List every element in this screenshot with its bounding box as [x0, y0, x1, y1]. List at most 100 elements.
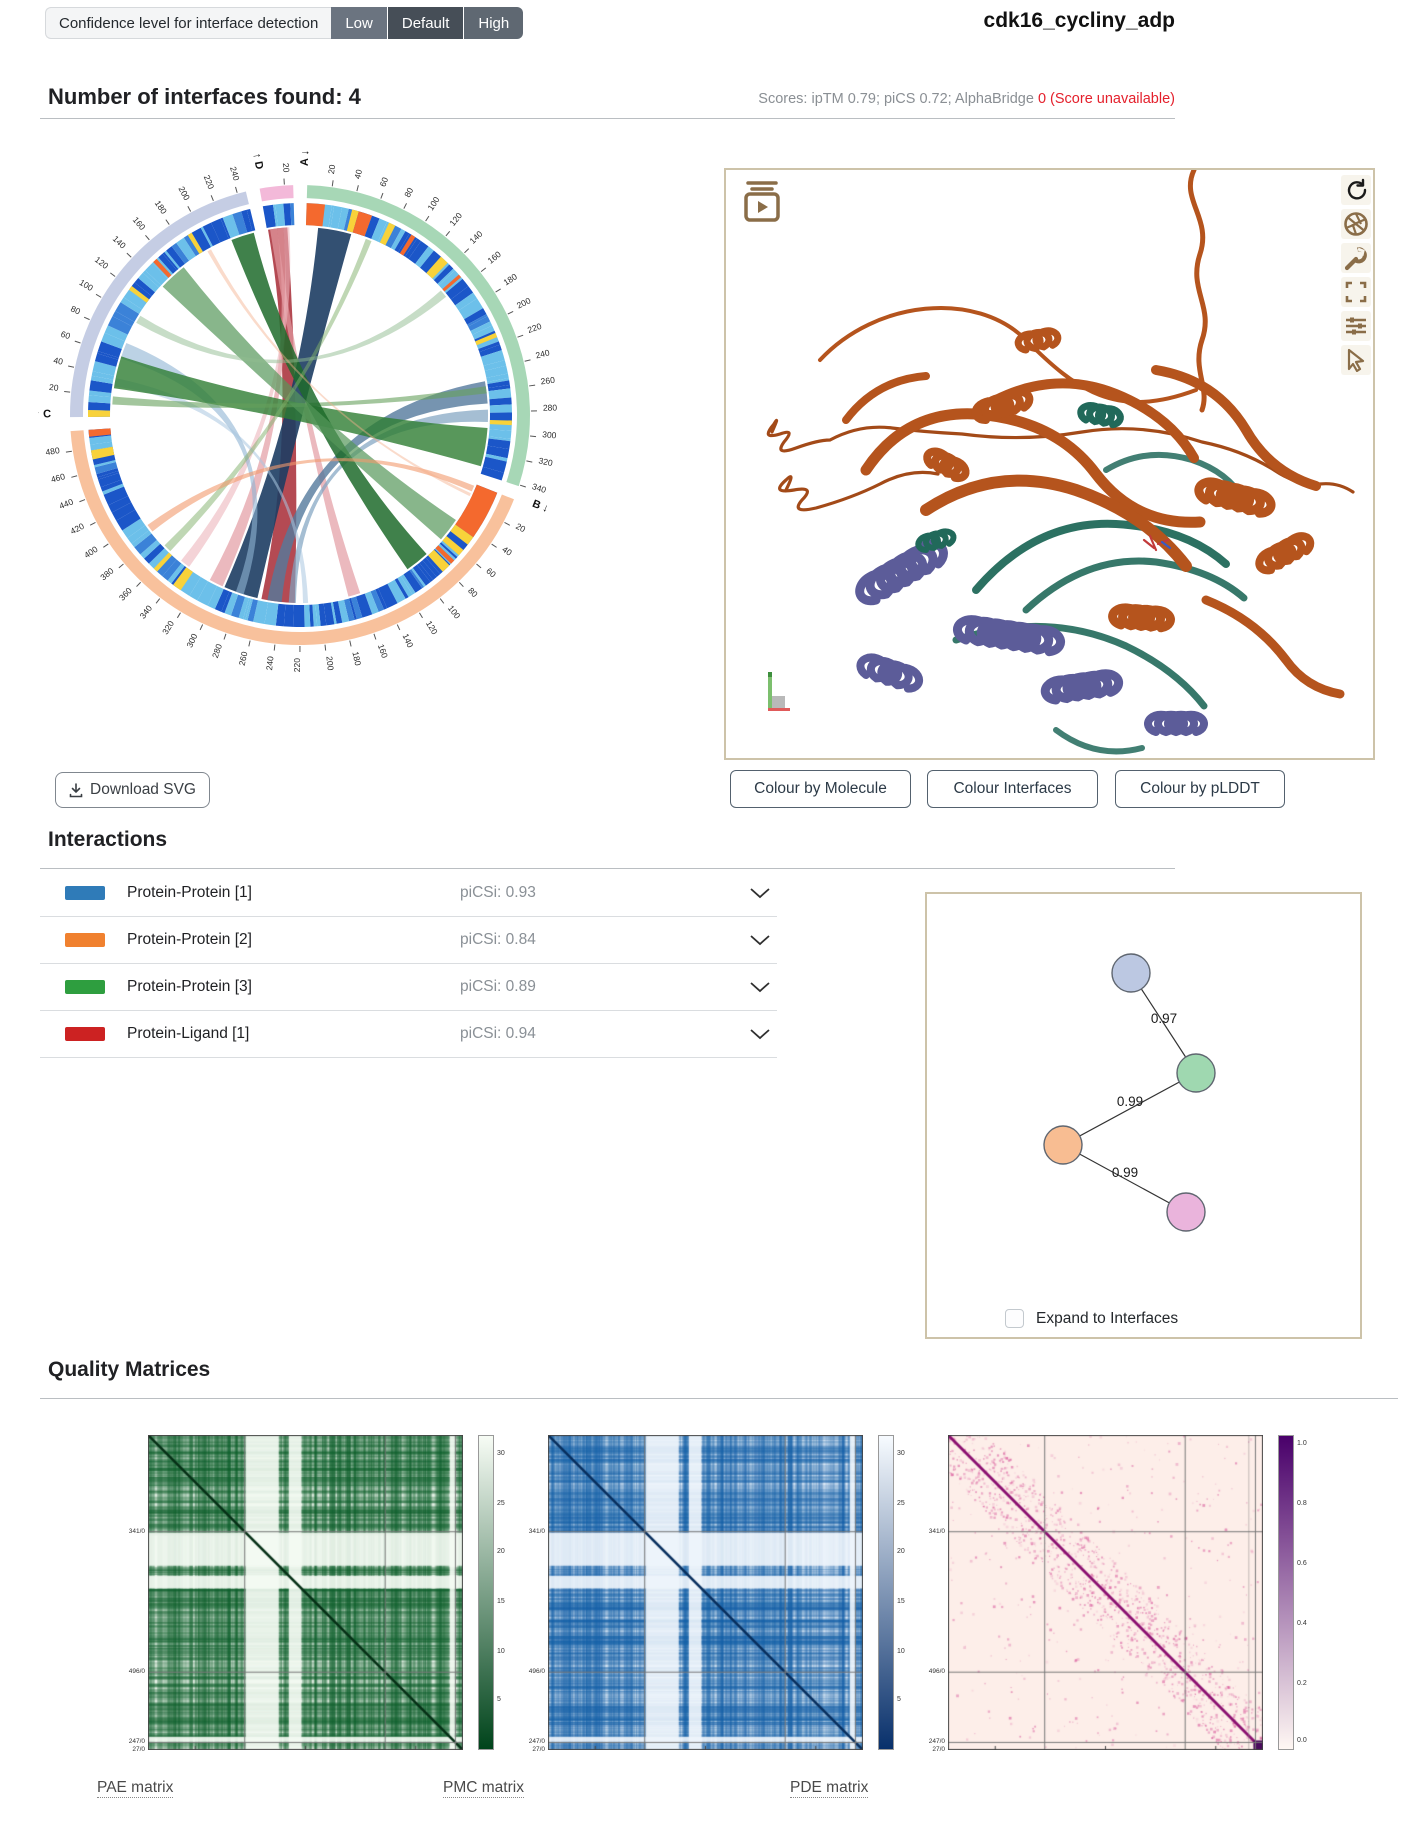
chain-graph-panel: 0.97 0.99 0.99 Expand to Interfaces — [925, 892, 1362, 1339]
circos-chord[interactable] — [120, 343, 258, 595]
circos-chord[interactable] — [270, 228, 361, 597]
reset-camera-icon[interactable] — [1341, 175, 1371, 205]
matrix-axis-label: 27/0 — [932, 1746, 945, 1753]
circos-chord[interactable] — [162, 267, 456, 540]
circos-arc — [166, 246, 185, 268]
circos-tick-label: 300 — [184, 632, 199, 649]
chevron-down-icon[interactable] — [749, 934, 771, 946]
circos-arc — [330, 205, 343, 229]
ribbon-path — [1160, 540, 1172, 550]
download-svg-label: Download SVG — [90, 781, 196, 798]
structure-viewer-panel[interactable] — [724, 168, 1375, 760]
pae-matrix-link[interactable]: PAE matrix — [97, 1779, 174, 1798]
circos-chain-label: ↑ C — [38, 408, 51, 420]
protein-structure[interactable] — [726, 170, 1373, 758]
interaction-row[interactable]: Protein-Protein [3] piCSi: 0.89 — [40, 963, 777, 1011]
circos-tick — [491, 543, 497, 548]
colorbar-tick-label: 20 — [497, 1547, 505, 1555]
snapshot-panel-icon[interactable] — [742, 180, 782, 224]
colorbar-tick-label: 15 — [897, 1597, 905, 1605]
circos-tick — [187, 205, 192, 212]
circos-tick-label: 40 — [500, 544, 514, 558]
pde-matrix-plot[interactable] — [948, 1435, 1263, 1750]
circos-arc — [328, 205, 335, 228]
circos-chord-diagram[interactable]: 20 40608010012014016018020022024026028030… — [38, 135, 583, 780]
ribbon-path — [1053, 727, 1145, 755]
circos-arc — [337, 599, 350, 623]
confidence-high-button[interactable]: High — [463, 7, 524, 39]
pmc-matrix-link[interactable]: PMC matrix — [443, 1779, 524, 1798]
download-svg-button[interactable]: Download SVG — [55, 772, 210, 808]
circos-arc — [426, 256, 448, 279]
graph-node-chain-D[interactable] — [1166, 1192, 1206, 1232]
interaction-row[interactable]: Protein-Protein [1] piCSi: 0.93 — [40, 869, 777, 917]
circos-tick — [155, 598, 161, 604]
circos-arc — [480, 466, 504, 481]
selection-cursor-icon[interactable] — [1341, 345, 1371, 375]
chevron-down-icon[interactable] — [749, 887, 771, 899]
screenshot-icon[interactable] — [1341, 209, 1371, 239]
circos-arc — [100, 479, 123, 492]
circos-arc — [88, 428, 112, 437]
chain-graph[interactable]: 0.97 0.99 0.99 — [927, 894, 1360, 1337]
circos-arc — [405, 238, 422, 260]
circos-tick — [324, 644, 327, 651]
ribbon-path — [991, 378, 1199, 463]
colour-interfaces-button[interactable]: Colour Interfaces — [927, 770, 1098, 808]
circos-arc — [144, 543, 165, 564]
confidence-label: Confidence level for interface detection — [45, 7, 332, 39]
circos-tick — [349, 640, 352, 647]
interaction-row[interactable]: Protein-Ligand [1] piCSi: 0.94 — [40, 1010, 777, 1058]
circos-chord[interactable] — [231, 232, 427, 570]
chevron-down-icon[interactable] — [749, 1028, 771, 1040]
circos-arc — [275, 203, 286, 227]
circos-arc — [433, 264, 454, 284]
matrix-axis-label: 27/0 — [532, 1746, 545, 1753]
circos-tick — [418, 612, 423, 619]
circos-tick — [199, 624, 204, 631]
helix-coil — [1014, 327, 1062, 354]
circos-chord[interactable] — [209, 227, 287, 587]
circos-tick-label: 20 — [49, 382, 60, 393]
pae-matrix-plot[interactable] — [148, 1435, 463, 1750]
interaction-row[interactable]: Protein-Protein [2] piCSi: 0.84 — [40, 916, 777, 964]
circos-arc — [107, 316, 132, 335]
colorbar-tick-label: 0.4 — [1297, 1620, 1307, 1627]
circos-tick-label: 180 — [501, 271, 519, 287]
fullscreen-icon[interactable] — [1341, 277, 1371, 307]
circos-arc — [191, 227, 211, 252]
graph-node-chain-A[interactable] — [1176, 1053, 1216, 1093]
circos-arc — [102, 483, 124, 495]
circos-tick — [235, 186, 238, 193]
confidence-default-button[interactable]: Default — [386, 7, 464, 39]
graph-node-chain-C[interactable] — [1111, 953, 1151, 993]
circos-arc — [488, 429, 512, 439]
circos-arc — [442, 274, 462, 292]
pmc-matrix-plot[interactable] — [548, 1435, 863, 1750]
circos-arc — [445, 278, 469, 300]
quality-matrices-heading: Quality Matrices — [48, 1358, 211, 1381]
controls-wrench-icon[interactable] — [1341, 243, 1371, 273]
confidence-control: Confidence level for interface detection… — [45, 7, 524, 39]
circos-arc — [468, 316, 491, 332]
interaction-label: Protein-Protein [1] — [127, 883, 252, 901]
circos-tick — [380, 192, 384, 199]
helix-coil — [856, 653, 924, 693]
circos-arc — [355, 593, 373, 618]
circos-arc — [480, 350, 505, 366]
colorbar-tick-label: 1.0 — [1297, 1440, 1307, 1448]
confidence-low-button[interactable]: Low — [331, 7, 387, 39]
colour-by-molecule-button[interactable]: Colour by Molecule — [730, 770, 911, 808]
chevron-down-icon[interactable] — [749, 981, 771, 993]
graph-node-chain-B[interactable] — [1043, 1125, 1083, 1165]
circos-arc — [101, 332, 125, 349]
settings-sliders-icon[interactable] — [1341, 311, 1371, 341]
pde-matrix-link[interactable]: PDE matrix — [790, 1779, 869, 1798]
expand-to-interfaces-checkbox[interactable] — [1005, 1309, 1024, 1328]
circos-arc — [337, 207, 349, 231]
circos-arc — [89, 380, 113, 394]
circos-tick-label: 240 — [534, 347, 550, 360]
colour-by-plddt-button[interactable]: Colour by pLDDT — [1115, 770, 1285, 808]
circos-tick — [79, 499, 86, 503]
download-icon — [69, 782, 83, 797]
